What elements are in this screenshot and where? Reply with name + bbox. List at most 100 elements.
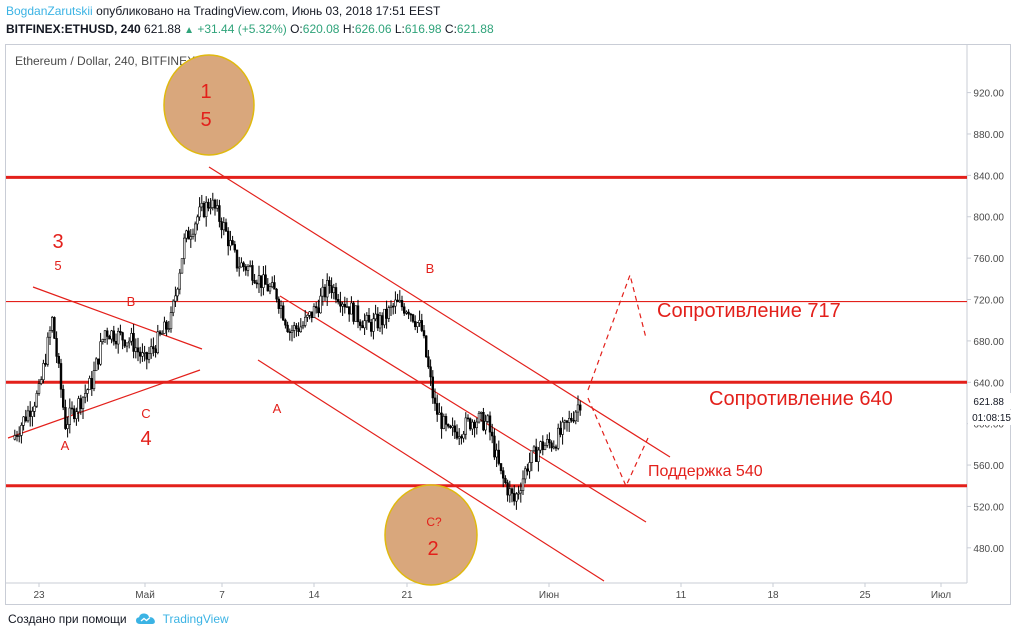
candle-body [427, 356, 430, 368]
candle-body [552, 446, 556, 449]
candle-body [128, 340, 131, 344]
candle-body [268, 286, 272, 292]
candle-body [213, 199, 217, 209]
candle-body [152, 346, 155, 350]
time-tick-label: Май [135, 590, 155, 601]
candle-body [191, 233, 195, 237]
wave-label-3: 3 [52, 231, 63, 253]
candle-body [477, 412, 481, 423]
price-tick-label: 920.00 [973, 89, 1004, 100]
candle-body [143, 352, 146, 354]
candle-body [183, 237, 186, 259]
footer: Создано при помощи TradingView [8, 612, 229, 626]
candle-body [325, 280, 329, 298]
candle-body [37, 383, 41, 394]
candle-body [455, 431, 459, 439]
candle-body [196, 216, 199, 225]
candle-body [409, 313, 412, 316]
candle-body [77, 398, 80, 413]
candle-body [343, 303, 346, 308]
candle-body [290, 330, 294, 333]
triangle-up-icon: ▲ [184, 25, 194, 36]
candle-body [273, 282, 276, 290]
candle-body [88, 378, 91, 391]
candle-body [180, 258, 184, 274]
candle-body [17, 435, 21, 437]
candle-body [205, 201, 208, 217]
wave-label-1: 1 [200, 81, 211, 103]
time-tick-label: 11 [676, 590, 687, 601]
wave-label-a-mid: A [273, 401, 282, 416]
candle-body [297, 328, 300, 332]
candle-body [68, 407, 72, 425]
candle-body [431, 376, 434, 399]
candle-body [306, 314, 309, 318]
candle-body [308, 311, 311, 316]
candle-body [528, 462, 531, 472]
price-tick-label: 880.00 [973, 130, 1004, 141]
candle-body [365, 314, 368, 322]
candle-body [240, 262, 243, 268]
candle-body [512, 493, 516, 502]
candle-body [301, 325, 305, 328]
candle-body [172, 300, 175, 313]
candle-body [24, 416, 27, 422]
candle-body [387, 307, 390, 319]
candle-body [561, 421, 564, 435]
candle-body [541, 441, 545, 450]
close-value: 621.88 [456, 22, 494, 36]
candle-body [435, 403, 439, 415]
candle-body [457, 436, 461, 439]
last-price: 621.88 [144, 22, 181, 36]
candle-body [416, 322, 419, 328]
candle-body [55, 338, 58, 357]
support-540-label: Поддержка 540 [648, 463, 763, 480]
symbol-label: BITFINEX:ETHUSD, 240 [6, 22, 141, 36]
candle-body [233, 244, 236, 251]
candle-body [385, 308, 388, 319]
price-tick-label: 480.00 [973, 544, 1004, 555]
candle-body [323, 286, 327, 298]
candle-body [174, 295, 177, 302]
price-tick-label: 760.00 [973, 254, 1004, 265]
candle-body [530, 450, 534, 463]
candle-body [517, 492, 520, 495]
candle-body [222, 222, 225, 231]
candle-body [99, 341, 102, 365]
candle-body [422, 330, 426, 337]
wave-label-5-small: 5 [54, 258, 61, 273]
wave-label-c-question: C? [426, 515, 442, 529]
low-value: 616.98 [404, 22, 442, 36]
candle-body [508, 488, 511, 496]
channel-lower-line [257, 359, 605, 582]
candle-body [13, 435, 16, 440]
candle-body [154, 348, 157, 353]
candle-body [121, 332, 124, 341]
candle-body [554, 446, 558, 449]
time-tick-label: 21 [401, 590, 413, 601]
candle-body [31, 411, 34, 417]
price-chart[interactable]: Ethereum / Dollar, 240, BITFINEX 920.00 88… [0, 0, 1017, 612]
author-link[interactable]: BogdanZarutskii [6, 4, 93, 18]
candle-body [44, 363, 47, 365]
chart-frame[interactable] [5, 44, 1011, 605]
candle-body [499, 463, 503, 471]
projection-path-up [587, 272, 647, 391]
candle-body [114, 340, 118, 345]
candle-body [139, 351, 142, 357]
candle-body [97, 358, 100, 365]
candle-body [125, 342, 129, 347]
close-label: C: [444, 22, 457, 36]
candle-body [519, 490, 523, 494]
candle-body [147, 353, 151, 360]
candle-body [389, 305, 393, 308]
candle-body [242, 262, 245, 267]
candle-body [424, 335, 428, 358]
candle-body [220, 221, 223, 231]
tradingview-link[interactable]: TradingView [162, 612, 229, 626]
candle-body [161, 333, 164, 335]
candle-body [198, 206, 201, 218]
candle-body [565, 420, 569, 423]
created-with-text: Создано при помощи [8, 612, 127, 626]
candle-body [372, 318, 375, 332]
